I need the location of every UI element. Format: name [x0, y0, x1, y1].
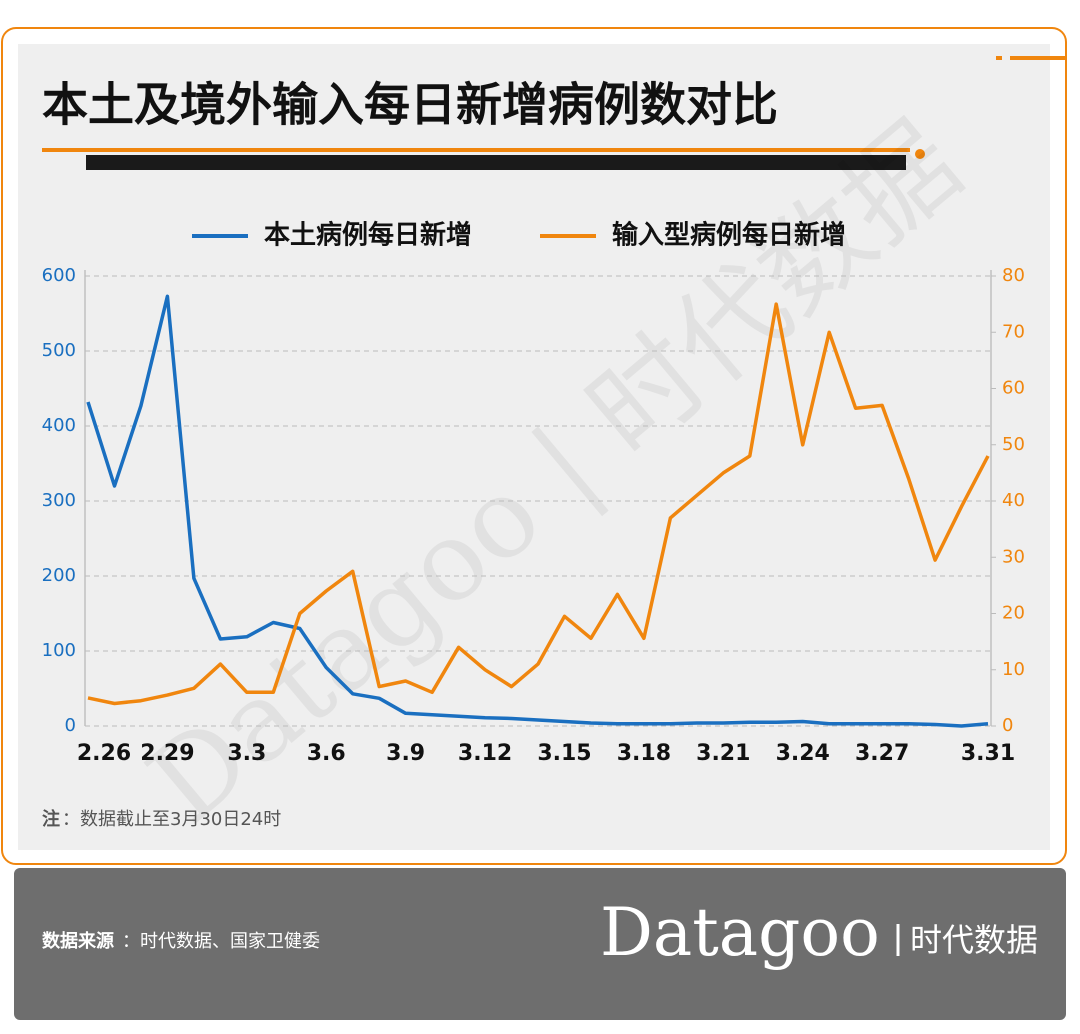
- logo-en: Datagoo: [600, 894, 880, 971]
- y-tick-label: 600: [42, 265, 76, 286]
- x-tick-label: 3.9: [386, 741, 425, 766]
- x-tick-label: 3.3: [227, 741, 266, 766]
- y2-tick-label: 10: [1002, 659, 1025, 680]
- series-line: [87, 302, 990, 706]
- y2-tick-label: 80: [1002, 265, 1025, 286]
- y-tick-label: 100: [42, 640, 76, 661]
- x-tick-label: 3.18: [617, 741, 671, 766]
- legend-label: 输入型病例每日新增: [612, 220, 846, 251]
- x-tick-label: 3.31: [961, 741, 1015, 766]
- y2-tick-label: 30: [1002, 546, 1025, 567]
- decor: [915, 149, 925, 159]
- x-tick-label: 3.6: [307, 741, 346, 766]
- x-tick-label: 3.27: [855, 741, 909, 766]
- y-tick-label: 300: [42, 490, 76, 511]
- x-tick-label: 3.12: [458, 741, 512, 766]
- decor: [86, 155, 906, 170]
- y2-tick-label: 70: [1002, 321, 1025, 342]
- panel: [18, 44, 1050, 850]
- x-tick-label: 2.26: [77, 741, 131, 766]
- x-tick-label: 3.21: [696, 741, 750, 766]
- x-tick-label: 3.24: [776, 741, 830, 766]
- legend-label: 本土病例每日新增: [264, 220, 472, 251]
- note-label: 注: [42, 808, 60, 830]
- y2-tick-label: 20: [1002, 603, 1025, 624]
- x-tick-label: 3.15: [537, 741, 591, 766]
- source-label: 数据来源: [42, 930, 114, 952]
- y-tick-label: 0: [65, 715, 76, 736]
- series-line: [86, 294, 989, 728]
- y2-tick-label: 50: [1002, 434, 1025, 455]
- footer-band: [14, 868, 1066, 1020]
- x-tick-label: 2.29: [140, 741, 194, 766]
- y-tick-label: 500: [42, 340, 76, 361]
- source: ：时代数据、国家卫健委: [122, 931, 320, 952]
- chart-title: 本土及境外输入每日新增病例数对比: [42, 78, 778, 132]
- y-tick-label: 400: [42, 415, 76, 436]
- y2-tick-label: 40: [1002, 490, 1025, 511]
- y-tick-label: 200: [42, 565, 76, 586]
- y2-tick-label: 0: [1002, 715, 1013, 736]
- logo-cn: 时代数据: [910, 921, 1038, 959]
- note: ：数据截止至3月30日24时: [62, 809, 281, 830]
- y2-tick-label: 60: [1002, 378, 1025, 399]
